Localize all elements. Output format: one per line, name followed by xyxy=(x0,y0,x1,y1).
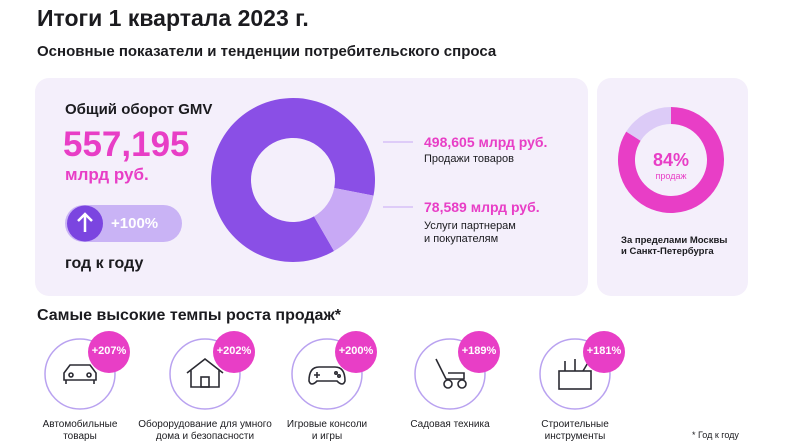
growth-badge-value: +200% xyxy=(338,345,374,357)
mower-icon xyxy=(435,358,467,389)
arrow-up xyxy=(77,212,93,232)
donut-segment xyxy=(617,107,725,213)
car-icon xyxy=(63,364,97,384)
category-label: Услуги партнерам и покупателям xyxy=(424,220,516,246)
icons xyxy=(63,357,592,390)
donut-segment xyxy=(314,188,374,252)
item-label: Игровые консоли и игры xyxy=(286,419,368,442)
growth-badge xyxy=(583,331,625,373)
center-label: продаж xyxy=(655,171,687,181)
center-value: 84% xyxy=(652,150,690,170)
region-label: За пределами Москвы и Санкт-Петербурга xyxy=(621,235,728,258)
growth-badge xyxy=(335,331,377,373)
gmv-value: 557,195 xyxy=(63,125,190,164)
title: Итоги 1 квартала 2023 г. xyxy=(37,5,309,31)
value-label: 498,605 млрд руб. xyxy=(424,134,548,150)
growth-title: Самые высокие темпы роста продаж* xyxy=(37,307,342,324)
growth-badge-value: +181% xyxy=(586,345,622,357)
donut-segment xyxy=(626,107,671,141)
gamepad-icon xyxy=(308,366,346,385)
item-label: Автомобильные товары xyxy=(42,419,118,442)
category-label: Продажи товаров xyxy=(424,153,514,165)
footnote: * Год к году xyxy=(692,430,739,440)
growth-badge-value: +207% xyxy=(91,345,127,357)
growth-label: год к году xyxy=(65,255,144,272)
growth-value: +100% xyxy=(111,215,159,232)
growth-badge xyxy=(213,331,255,373)
value-label: 78,589 млрд руб. xyxy=(424,199,540,215)
subtitle: Основные показатели и тенденции потребит… xyxy=(37,43,497,60)
item-label: Садовая техника xyxy=(410,419,490,430)
item-label: Оборорудование для умного дома и безопас… xyxy=(138,419,272,442)
item-label: Строительные инструменты xyxy=(541,419,609,442)
growth-badge-value: +189% xyxy=(461,345,497,357)
gmv-unit: млрд руб. xyxy=(65,165,149,184)
growth-badge xyxy=(458,331,500,373)
donut-segment xyxy=(210,98,375,263)
growth-badge xyxy=(88,331,130,373)
home-icon xyxy=(186,357,224,388)
gmv-label: Общий оборот GMV xyxy=(65,101,213,118)
growth-badge-value: +202% xyxy=(216,345,252,357)
